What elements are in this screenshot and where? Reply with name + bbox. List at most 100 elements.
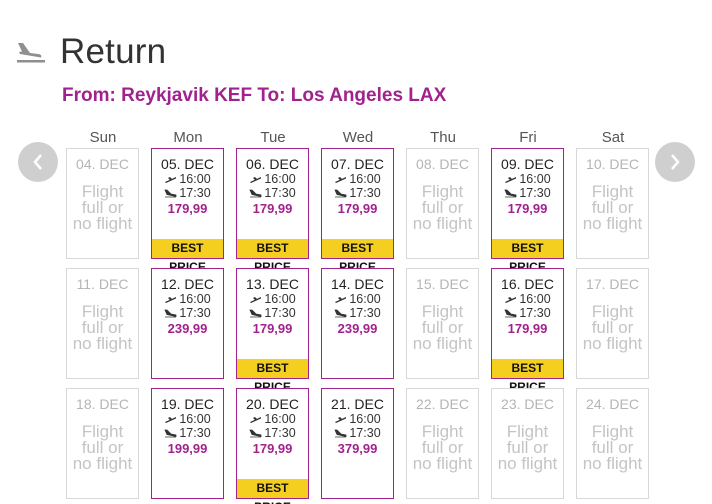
arrival-time: 17:30 <box>152 426 223 440</box>
day-date: 13. DEC <box>246 276 299 292</box>
weekday-mon: Mon <box>173 129 203 146</box>
arrival-time: 17:30 <box>322 426 393 440</box>
fare-price: 379,99 <box>337 441 378 456</box>
day-cell-unavailable: 24. DEC Flight full or no flight <box>576 388 649 499</box>
arrival-time: 17:30 <box>492 186 563 200</box>
departure-icon <box>505 176 517 183</box>
no-flight-text: Flight full or no flight <box>582 302 643 353</box>
day-cell-unavailable: 15. DEC Flight full or no flight <box>406 268 479 379</box>
day-date: 08. DEC <box>416 156 469 172</box>
fare-price: 179,99 <box>507 321 548 336</box>
no-flight-text: Flight full or no flight <box>412 422 473 473</box>
day-date: 09. DEC <box>501 156 554 172</box>
day-cell-available[interactable]: 16. DEC 16:00 17:30 179,99 BEST PRICE <box>491 268 564 394</box>
day-date: 18. DEC <box>76 396 129 412</box>
day-cell-available[interactable]: 07. DEC 16:00 17:30 179,99 BEST PRICE <box>321 148 394 274</box>
day-cell-available[interactable]: 09. DEC 16:00 17:30 179,99 BEST PRICE <box>491 148 564 274</box>
day-date: 22. DEC <box>416 396 469 412</box>
next-week-button[interactable] <box>655 142 695 182</box>
plane-landing-icon <box>17 43 45 63</box>
day-date: 07. DEC <box>331 156 384 172</box>
day-date: 11. DEC <box>76 276 129 292</box>
arrival-icon <box>504 189 517 197</box>
arrival-icon <box>334 429 347 437</box>
day-cell-available[interactable]: 19. DEC 16:00 17:30 199,99 <box>151 388 224 499</box>
arrival-time: 17:30 <box>237 306 308 320</box>
departure-time: 16:00 <box>152 292 223 306</box>
departure-time: 16:00 <box>237 412 308 426</box>
departure-time: 16:00 <box>237 172 308 186</box>
arrival-icon <box>164 429 177 437</box>
day-cell-available[interactable]: 05. DEC 16:00 17:30 179,99 BEST PRICE <box>151 148 224 274</box>
fare-price: 179,99 <box>337 201 378 216</box>
day-cell-available[interactable]: 12. DEC 16:00 17:30 239,99 <box>151 268 224 379</box>
weekday-sun: Sun <box>89 129 117 146</box>
departure-icon <box>250 176 262 183</box>
fare-price: 179,99 <box>167 201 208 216</box>
no-flight-text: Flight full or no flight <box>412 302 473 353</box>
best-price-badge: BEST PRICE <box>322 239 393 274</box>
best-price-badge: BEST PRICE <box>492 239 563 274</box>
weekday-header: Sun Mon Tue Wed Thu Fri Sat <box>0 129 712 149</box>
no-flight-text: Flight full or no flight <box>497 422 558 473</box>
departure-icon <box>505 296 517 303</box>
best-price-badge: BEST PRICE <box>237 359 308 394</box>
day-cell-available[interactable]: 21. DEC 16:00 17:30 379,99 <box>321 388 394 499</box>
chevron-left-icon <box>33 154 42 170</box>
day-date: 10. DEC <box>586 156 639 172</box>
day-date: 24. DEC <box>586 396 639 412</box>
fare-price: 179,99 <box>507 201 548 216</box>
prev-week-button[interactable] <box>18 142 58 182</box>
day-date: 19. DEC <box>161 396 214 412</box>
day-date: 16. DEC <box>501 276 554 292</box>
departure-time: 16:00 <box>322 292 393 306</box>
best-price-badge: BEST PRICE <box>152 239 223 274</box>
day-cell-unavailable: 08. DEC Flight full or no flight <box>406 148 479 259</box>
day-cell-unavailable: 04. DEC Flight full or no flight <box>66 148 139 259</box>
section-header: Return <box>14 30 166 74</box>
arrival-icon <box>249 189 262 197</box>
day-cell-available[interactable]: 06. DEC 16:00 17:30 179,99 BEST PRICE <box>236 148 309 274</box>
day-date: 04. DEC <box>76 156 129 172</box>
day-cell-unavailable: 11. DEC Flight full or no flight <box>66 268 139 379</box>
arrival-time: 17:30 <box>492 306 563 320</box>
arrival-icon <box>504 309 517 317</box>
fare-price: 179,99 <box>252 441 293 456</box>
day-date: 14. DEC <box>331 276 384 292</box>
day-cell-available[interactable]: 13. DEC 16:00 17:30 179,99 BEST PRICE <box>236 268 309 394</box>
no-flight-text: Flight full or no flight <box>72 422 133 473</box>
weekday-fri: Fri <box>519 129 537 146</box>
departure-time: 16:00 <box>152 412 223 426</box>
fare-price: 199,99 <box>167 441 208 456</box>
arrival-time: 17:30 <box>322 306 393 320</box>
page-title: Return <box>60 32 167 71</box>
arrival-time: 17:30 <box>237 186 308 200</box>
fare-price: 179,99 <box>252 321 293 336</box>
day-date: 05. DEC <box>161 156 214 172</box>
weekday-thu: Thu <box>430 129 456 146</box>
best-price-badge: BEST PRICE <box>237 479 308 504</box>
arrival-icon <box>249 309 262 317</box>
departure-icon <box>335 176 347 183</box>
departure-icon <box>335 416 347 423</box>
best-price-badge: BEST PRICE <box>237 239 308 274</box>
departure-time: 16:00 <box>322 172 393 186</box>
departure-icon <box>335 296 347 303</box>
no-flight-text: Flight full or no flight <box>582 422 643 473</box>
no-flight-text: Flight full or no flight <box>582 182 643 233</box>
arrival-icon <box>334 309 347 317</box>
departure-time: 16:00 <box>322 412 393 426</box>
departure-icon <box>165 296 177 303</box>
no-flight-text: Flight full or no flight <box>412 182 473 233</box>
fare-price: 239,99 <box>337 321 378 336</box>
weekday-tue: Tue <box>260 129 286 146</box>
weekday-sat: Sat <box>601 129 625 146</box>
day-cell-unavailable: 17. DEC Flight full or no flight <box>576 268 649 379</box>
no-flight-text: Flight full or no flight <box>72 182 133 233</box>
departure-icon <box>250 416 262 423</box>
day-date: 06. DEC <box>246 156 299 172</box>
fare-price: 179,99 <box>252 201 293 216</box>
departure-icon <box>250 296 262 303</box>
day-cell-available[interactable]: 14. DEC 16:00 17:30 239,99 <box>321 268 394 379</box>
